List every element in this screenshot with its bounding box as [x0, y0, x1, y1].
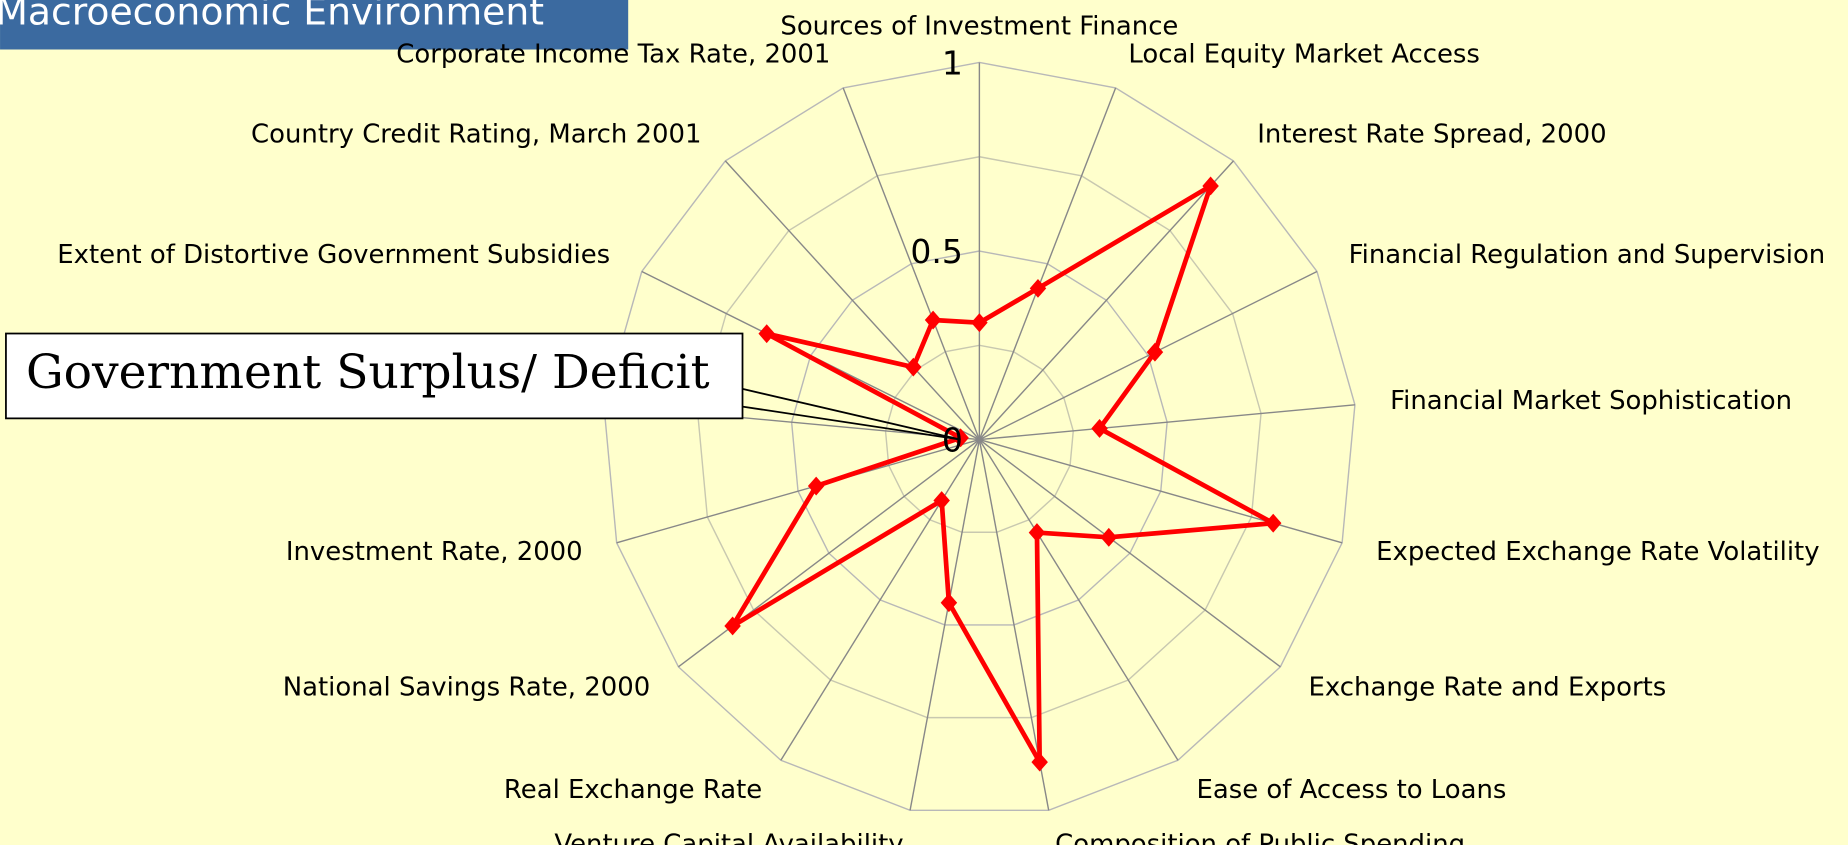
spoke	[842, 87, 981, 440]
category-label: Real Exchange Rate	[504, 775, 762, 805]
title-box	[0, 0, 629, 50]
category-label: Sources of Investment Finance	[780, 12, 1178, 42]
spoke	[909, 439, 981, 811]
category-label: Financial Regulation and Supervision	[1349, 240, 1826, 270]
category-label: Country Credit Rating, March 2001	[251, 119, 701, 149]
data-point	[807, 476, 825, 496]
data-point	[724, 616, 741, 636]
category-label: Local Equity Market Access	[1128, 39, 1480, 69]
category-label: Exchange Rate and Exports	[1309, 673, 1667, 703]
grid-ring	[697, 156, 1262, 719]
category-label: National Savings Rate, 2000	[283, 673, 650, 703]
spoke	[978, 439, 1281, 668]
category-label: Investment Rate, 2000	[286, 537, 583, 567]
category-label: Extent of Distortive Government Subsidie…	[57, 240, 610, 270]
data-point	[940, 593, 958, 613]
spoke	[979, 438, 1343, 544]
spoke	[979, 404, 1355, 441]
chart-title: Macroeconomic Environment	[0, 0, 544, 34]
data-line	[730, 183, 1276, 765]
spoke	[979, 270, 1318, 441]
r-tick-label: 1	[942, 43, 963, 82]
grid	[603, 61, 1356, 812]
callout-box	[5, 332, 744, 420]
category-label: Interest Rate Spread, 2000	[1257, 119, 1606, 149]
spoke	[978, 87, 1117, 440]
category-label: Ease of Access to Loans	[1197, 775, 1507, 805]
grid-ring	[884, 344, 1074, 533]
category-label: Expected Exchange Rate Volatility	[1376, 537, 1819, 567]
data-point	[1202, 176, 1219, 196]
data-point	[1146, 342, 1164, 362]
callout-pointer	[742, 388, 961, 441]
category-label: Composition of Public Spending	[1055, 830, 1465, 845]
callout-pointer	[742, 405, 961, 441]
category-label: Financial Market Sophistication	[1390, 386, 1792, 416]
data-point	[952, 428, 969, 448]
spoke	[724, 160, 980, 441]
grid-ring	[603, 61, 1356, 812]
spoke	[780, 439, 980, 761]
spoke	[616, 438, 980, 544]
spoke	[978, 439, 1050, 811]
category-label: Corporate Income Tax Rate, 2001	[396, 39, 830, 69]
category-label: Venture Capital Availability	[554, 830, 903, 845]
annotation: Government Surplus/ Deficit	[26, 345, 710, 400]
r-tick-label: 0.5	[910, 232, 962, 271]
r-tick-label: 0	[942, 420, 963, 459]
data-point	[1091, 419, 1108, 438]
spoke	[978, 160, 1234, 441]
spoke	[978, 439, 1179, 761]
